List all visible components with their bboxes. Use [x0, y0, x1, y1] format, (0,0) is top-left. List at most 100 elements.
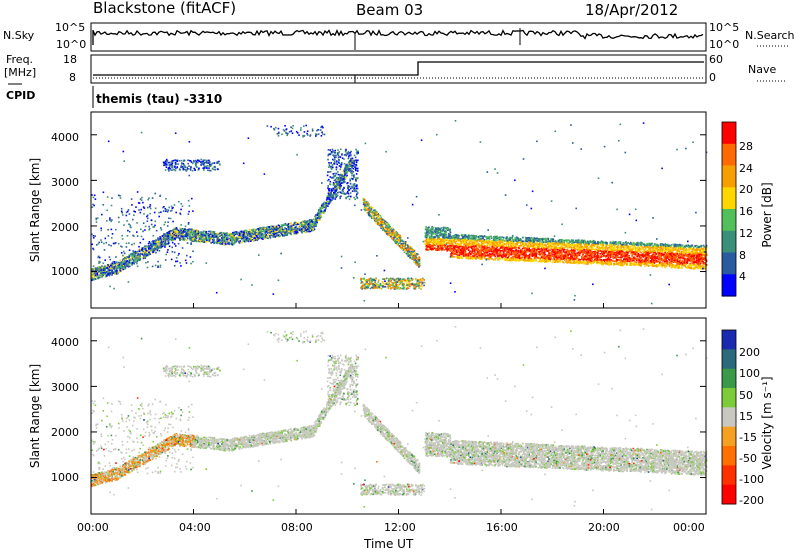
power-point [293, 227, 295, 229]
power-point [152, 244, 154, 246]
power-point [273, 233, 275, 235]
power-point [116, 267, 118, 269]
power-point [169, 167, 171, 169]
power-point [291, 231, 293, 233]
power-point [166, 239, 168, 241]
power-point [285, 224, 287, 226]
power-point [242, 234, 244, 236]
power-point [317, 217, 319, 219]
power-point [169, 236, 171, 238]
power-point [283, 230, 285, 232]
power-point [197, 159, 199, 161]
power-point [230, 243, 232, 245]
power-point [267, 237, 269, 239]
power-point [272, 226, 274, 228]
power-point [194, 236, 196, 238]
power-point [268, 226, 270, 228]
power-point [193, 229, 195, 231]
power-point [291, 229, 293, 231]
power-point [311, 220, 313, 222]
power-point [166, 159, 168, 161]
power-point [235, 232, 237, 234]
power-point [155, 239, 157, 241]
power-point [208, 238, 210, 240]
power-point [266, 231, 268, 233]
power-point [349, 160, 351, 162]
power-point [167, 160, 169, 162]
power-point [182, 168, 184, 170]
power-point [281, 224, 283, 226]
power-point [328, 203, 330, 205]
power-point [255, 230, 257, 232]
power-point [148, 252, 150, 254]
power-point [246, 232, 248, 234]
power-point [273, 236, 275, 238]
power-point [261, 238, 263, 240]
power-point [289, 229, 291, 231]
power-point [190, 169, 192, 171]
power-point [168, 170, 170, 172]
power-point [146, 253, 148, 255]
power-point [142, 249, 144, 251]
power-point [213, 236, 215, 238]
power-point [210, 164, 212, 166]
power-point [121, 265, 123, 267]
power-point [200, 238, 202, 240]
power-point [209, 240, 211, 242]
power-point [139, 253, 141, 255]
power-point [203, 169, 205, 171]
power-point [146, 250, 148, 252]
power-point [303, 229, 305, 231]
power-point [196, 161, 198, 163]
power-point [261, 228, 263, 230]
power-point [156, 243, 158, 245]
power-point [305, 232, 307, 234]
power-point [250, 238, 252, 240]
power-point [181, 232, 183, 234]
power-point [206, 160, 208, 162]
power-point [184, 165, 186, 167]
power-point [156, 241, 158, 243]
power-point [326, 199, 328, 201]
power-point [305, 222, 307, 224]
power-point [313, 219, 315, 221]
power-point [307, 228, 309, 230]
power-point [216, 236, 218, 238]
power-point [187, 234, 189, 236]
power-point [171, 230, 173, 232]
power-point [198, 231, 200, 233]
power-scatter [91, 120, 708, 304]
power-point [337, 186, 339, 188]
power-point [342, 171, 344, 173]
power-point [99, 271, 101, 273]
power-point [294, 233, 296, 235]
power-point [239, 237, 241, 239]
power-point [179, 227, 181, 229]
power-point [309, 219, 311, 221]
power-point [198, 168, 200, 170]
power-point [249, 232, 251, 234]
power-point [218, 240, 220, 242]
power-point [165, 163, 167, 165]
power-point [105, 272, 107, 274]
power-point [285, 233, 287, 235]
power-point [184, 169, 186, 171]
power-point [200, 159, 202, 161]
power-point [192, 232, 194, 234]
power-point [97, 274, 99, 276]
power-point [151, 248, 153, 250]
power-point [238, 241, 240, 243]
power-point [179, 160, 181, 162]
power-point [217, 233, 219, 235]
power-point [281, 232, 283, 234]
power-point [131, 263, 133, 265]
power-point [193, 238, 195, 240]
power-point [170, 238, 172, 240]
power-point [140, 249, 142, 251]
power-point [210, 238, 212, 240]
power-point [169, 164, 171, 166]
power-point [246, 238, 248, 240]
power-point [210, 242, 212, 244]
power-point [193, 168, 195, 170]
power-point [254, 237, 256, 239]
